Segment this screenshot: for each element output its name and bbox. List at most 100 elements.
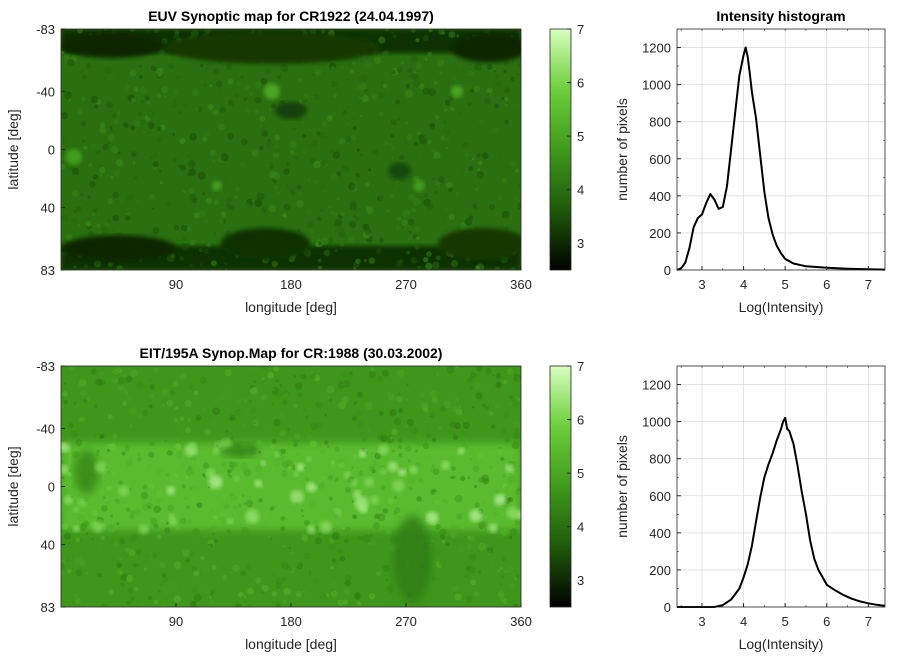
bright-patch [392, 479, 405, 492]
histogram-line [677, 416, 886, 608]
active-region-4 [412, 179, 425, 192]
bright-patch [353, 490, 362, 499]
y-tick-label: 83 [41, 600, 55, 615]
bright-patch [61, 442, 66, 452]
y-tick-label: 600 [649, 489, 671, 504]
bright-patch [206, 468, 216, 478]
y-tick-label: 0 [48, 143, 55, 158]
bright-patch [166, 486, 176, 496]
x-tick-label: 270 [395, 614, 417, 629]
bright-patch [94, 461, 107, 474]
y-axis-label: latitude [deg] [5, 446, 21, 526]
bright-patch [106, 486, 112, 491]
histogram-line [676, 46, 886, 271]
bright-patch [441, 460, 450, 470]
y-tick-label: 400 [649, 526, 671, 541]
histogram-1: 3 4 5 6 7 0 200 400 600 800 1000 1200 Intensity hist… [614, 8, 886, 315]
colorbar-gradient [549, 365, 572, 608]
coronal-hole-2 [61, 31, 164, 59]
y-tick-label: 40 [41, 201, 55, 216]
colorbar-tick-label: 7 [577, 359, 584, 374]
y-axis-label: number of pixels [614, 435, 630, 538]
bright-patch [425, 511, 439, 524]
bright-patch [358, 449, 367, 458]
bright-patch [78, 498, 87, 508]
x-tick-label: 90 [169, 614, 183, 629]
bright-patch [138, 524, 149, 535]
colorbar-tick-label: 7 [577, 22, 584, 37]
bright-patch [344, 471, 351, 479]
coronal-hole-6 [437, 227, 521, 260]
colorbar-tick-label: 4 [577, 520, 584, 535]
active-region-1 [263, 83, 280, 100]
bright-patch [378, 444, 389, 455]
map-features [61, 29, 521, 270]
y-tick-label: 83 [41, 263, 55, 278]
colorbar-tick-label: 3 [577, 573, 584, 588]
hist-title: Intensity histogram [716, 8, 845, 24]
x-tick-label: 4 [740, 277, 747, 292]
bright-patch [233, 476, 240, 482]
y-tick-label: 0 [48, 480, 55, 495]
active-region-2 [451, 85, 464, 98]
bright-patch [488, 523, 498, 533]
x-tick-label: 270 [395, 277, 417, 292]
coronal-hole-4 [61, 235, 176, 262]
x-tick-label: 90 [169, 277, 183, 292]
colorbar-gradient [549, 28, 572, 271]
y-tick-label: -40 [36, 421, 55, 436]
bright-patch [296, 463, 305, 472]
histogram-2: 3 4 5 6 7 0 200 400 600 800 1000 1200 Log(Intensity)… [614, 365, 886, 652]
bright-patch [168, 513, 175, 520]
bright-patch [469, 509, 482, 522]
bright-patch [118, 485, 129, 497]
bright-patch [293, 472, 299, 477]
x-tick-label: 180 [280, 277, 302, 292]
bright-patch [319, 521, 332, 534]
y-tick-label: 200 [649, 563, 671, 578]
x-tick-label: 3 [698, 277, 705, 292]
x-tick-label: 360 [510, 277, 532, 292]
bright-patch [91, 520, 104, 533]
active-region-5 [211, 180, 222, 191]
y-tick-label: 200 [649, 226, 671, 241]
x-tick-label: 360 [510, 614, 532, 629]
y-tick-label: -83 [36, 359, 55, 374]
synoptic-map-2: 90 180 270 360 -83 -40 0 40 83 EIT/195A Synop.Map… [5, 345, 532, 652]
y-tick-label: 0 [664, 263, 671, 278]
bright-patch [369, 495, 380, 505]
dark-lane-3 [73, 450, 100, 494]
x-axis-label: longitude [deg] [245, 299, 337, 315]
x-tick-label: 5 [782, 614, 789, 629]
bright-patch [505, 463, 514, 473]
bright-patch [212, 447, 220, 455]
coronal-hole-5 [220, 227, 311, 260]
bright-patch [358, 504, 368, 514]
synoptic-map-1: 90 180 270 360 -83 -40 0 40 83 EUV Synoptic map f… [5, 8, 532, 315]
coronal-hole-8 [388, 162, 412, 180]
coronal-hole-1 [163, 31, 381, 64]
bright-patch [494, 494, 507, 506]
colorbar-tick-label: 4 [577, 183, 584, 198]
y-tick-label: 800 [649, 452, 671, 467]
x-tick-label: 4 [740, 614, 747, 629]
bright-patch [387, 461, 398, 472]
bright-patch [409, 465, 418, 475]
x-axis-label: Log(Intensity) [739, 299, 824, 315]
bright-patch [306, 456, 312, 462]
bright-patch [245, 509, 260, 524]
bright-patch [306, 482, 317, 493]
map-title: EIT/195A Synop.Map for CR:1988 (30.03.20… [140, 345, 443, 361]
bright-patch [61, 465, 69, 475]
colorbar-2: 3 4 5 6 7 [549, 359, 584, 608]
map-title: EUV Synoptic map for CR1922 (24.04.1997) [148, 8, 434, 24]
dark-lane-1 [393, 515, 432, 603]
x-axis-label: Log(Intensity) [739, 636, 824, 652]
y-tick-label: -83 [36, 22, 55, 37]
bright-patch [290, 489, 304, 504]
bright-patch [169, 518, 177, 526]
y-tick-label: 1200 [642, 378, 671, 393]
x-tick-label: 3 [698, 614, 705, 629]
colorbar-tick-label: 6 [577, 413, 584, 428]
